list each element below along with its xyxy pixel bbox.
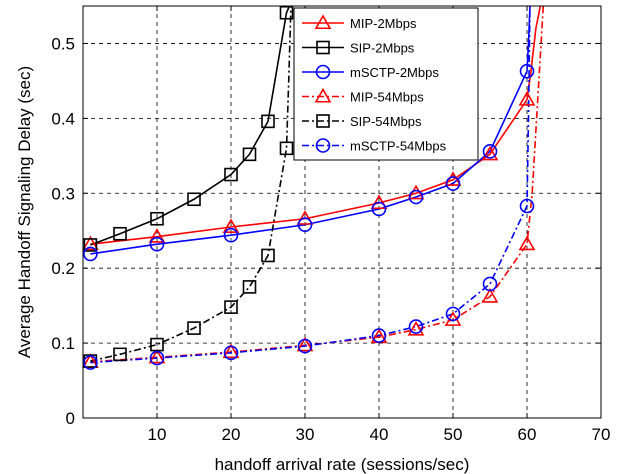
x-axis-title: handoff arrival rate (sessions/sec)	[215, 455, 470, 474]
data-point-msctp-54mbps	[482, 276, 498, 292]
x-tick-label: 30	[296, 425, 315, 444]
data-point-msctp-54mbps	[519, 198, 535, 214]
data-point-sip-2mbps	[83, 238, 98, 252]
data-point-msctp-54mbps	[223, 345, 239, 361]
legend-label-mip-54mbps: MIP-54Mbps	[350, 90, 424, 105]
data-point-sip-2mbps	[242, 147, 257, 162]
data-point-sip-2mbps	[279, 5, 294, 20]
y-tick-label: 0.3	[51, 184, 75, 203]
data-point-msctp-2mbps	[371, 201, 387, 217]
x-tick-label: 40	[370, 425, 389, 444]
data-point-mip-54mbps	[222, 343, 240, 359]
legend-marker-mip-54mbps	[314, 87, 332, 103]
data-point-msctp-2mbps	[297, 217, 313, 233]
series-line-sip-2mbps	[90, 6, 291, 246]
y-tick-label: 0.4	[51, 109, 75, 128]
legend-label-msctp-54mbps: mSCTP-54Mbps	[350, 139, 447, 154]
data-point-mip-54mbps	[296, 336, 314, 352]
data-point-mip-54mbps	[407, 320, 425, 336]
data-point-mip-2mbps	[296, 210, 314, 225]
data-point-sip-54mbps	[261, 248, 275, 263]
data-point-msctp-54mbps	[445, 306, 461, 322]
data-point-mip-54mbps	[148, 348, 166, 364]
data-point-sip-54mbps	[279, 141, 294, 156]
plot-frame	[82, 5, 602, 419]
data-point-mip-2mbps	[481, 145, 499, 161]
data-point-mip-2mbps	[370, 194, 388, 210]
data-point-sip-2mbps	[187, 192, 201, 207]
axis-ticks: 10 20 30 40 50 60 70 0 0.1 0.2 0.3 0.4 0.5	[51, 6, 610, 444]
x-tick-label: 60	[518, 425, 537, 444]
legend-marker-msctp-54mbps	[315, 138, 331, 153]
y-tick-label: 0.1	[51, 334, 75, 353]
series-line-msctp-2mbps	[90, 6, 531, 255]
x-tick-label: 50	[444, 425, 463, 444]
data-point-sip-54mbps	[224, 300, 238, 314]
legend-label-sip-54mbps: SIP-54Mbps	[350, 114, 422, 129]
series-line-msctp-54mbps	[90, 6, 531, 364]
legend-marker-sip-54mbps	[316, 114, 330, 128]
legend-label-mip-2mbps: MIP-2Mbps	[350, 16, 417, 31]
data-point-msctp-2mbps	[149, 236, 165, 252]
data-point-msctp-54mbps	[371, 328, 387, 343]
data-point-mip-54mbps	[518, 235, 536, 251]
data-point-msctp-54mbps	[83, 355, 98, 370]
data-point-mip-54mbps	[481, 288, 499, 303]
y-tick-label: 0.5	[51, 34, 75, 53]
data-point-msctp-2mbps	[482, 144, 498, 159]
legend-label-msctp-2mbps: mSCTP-2Mbps	[350, 65, 439, 80]
data-point-sip-2mbps	[261, 114, 275, 129]
y-axis-title: Average Handoff Signaling Delay (sec)	[15, 66, 34, 358]
data-point-mip-2mbps	[82, 235, 99, 251]
x-tick-label: 10	[148, 425, 167, 444]
data-point-sip-54mbps	[242, 280, 257, 294]
data-point-msctp-2mbps	[83, 246, 98, 262]
data-point-sip-2mbps	[113, 226, 127, 241]
legend-marker-mip-2mbps	[314, 14, 332, 30]
data-point-msctp-54mbps	[408, 319, 424, 334]
data-point-msctp-2mbps	[445, 176, 461, 191]
data-point-msctp-54mbps	[149, 350, 165, 366]
x-tick-label: 20	[222, 425, 241, 444]
legend: MIP-2Mbps SIP-2Mbps mSCTP-2Mbps MIP-54Mbps S…	[293, 7, 479, 161]
data-point-sip-2mbps	[150, 211, 164, 226]
data-point-msctp-54mbps	[297, 338, 313, 354]
legend-label-sip-2mbps: SIP-2Mbps	[350, 41, 415, 56]
marker-layer	[82, 5, 536, 370]
legend-marker-sip-2mbps	[316, 40, 330, 55]
data-point-mip-2mbps	[518, 91, 536, 106]
data-point-sip-54mbps	[150, 337, 164, 352]
data-point-mip-2mbps	[148, 228, 166, 243]
legend-box	[293, 7, 479, 161]
y-tick-label: 0	[66, 409, 75, 428]
series-line-sip-54mbps	[90, 6, 292, 362]
legend-marker-msctp-2mbps	[315, 64, 331, 80]
data-point-sip-2mbps	[224, 167, 238, 182]
x-tick-label: 70	[592, 425, 611, 444]
data-point-msctp-2mbps	[519, 63, 535, 79]
data-point-msctp-2mbps	[408, 189, 424, 205]
y-tick-label: 0.2	[51, 259, 75, 278]
data-point-msctp-2mbps	[223, 227, 239, 243]
data-point-mip-2mbps	[222, 218, 240, 234]
data-point-sip-54mbps	[113, 347, 127, 362]
data-point-sip-54mbps	[187, 321, 201, 335]
